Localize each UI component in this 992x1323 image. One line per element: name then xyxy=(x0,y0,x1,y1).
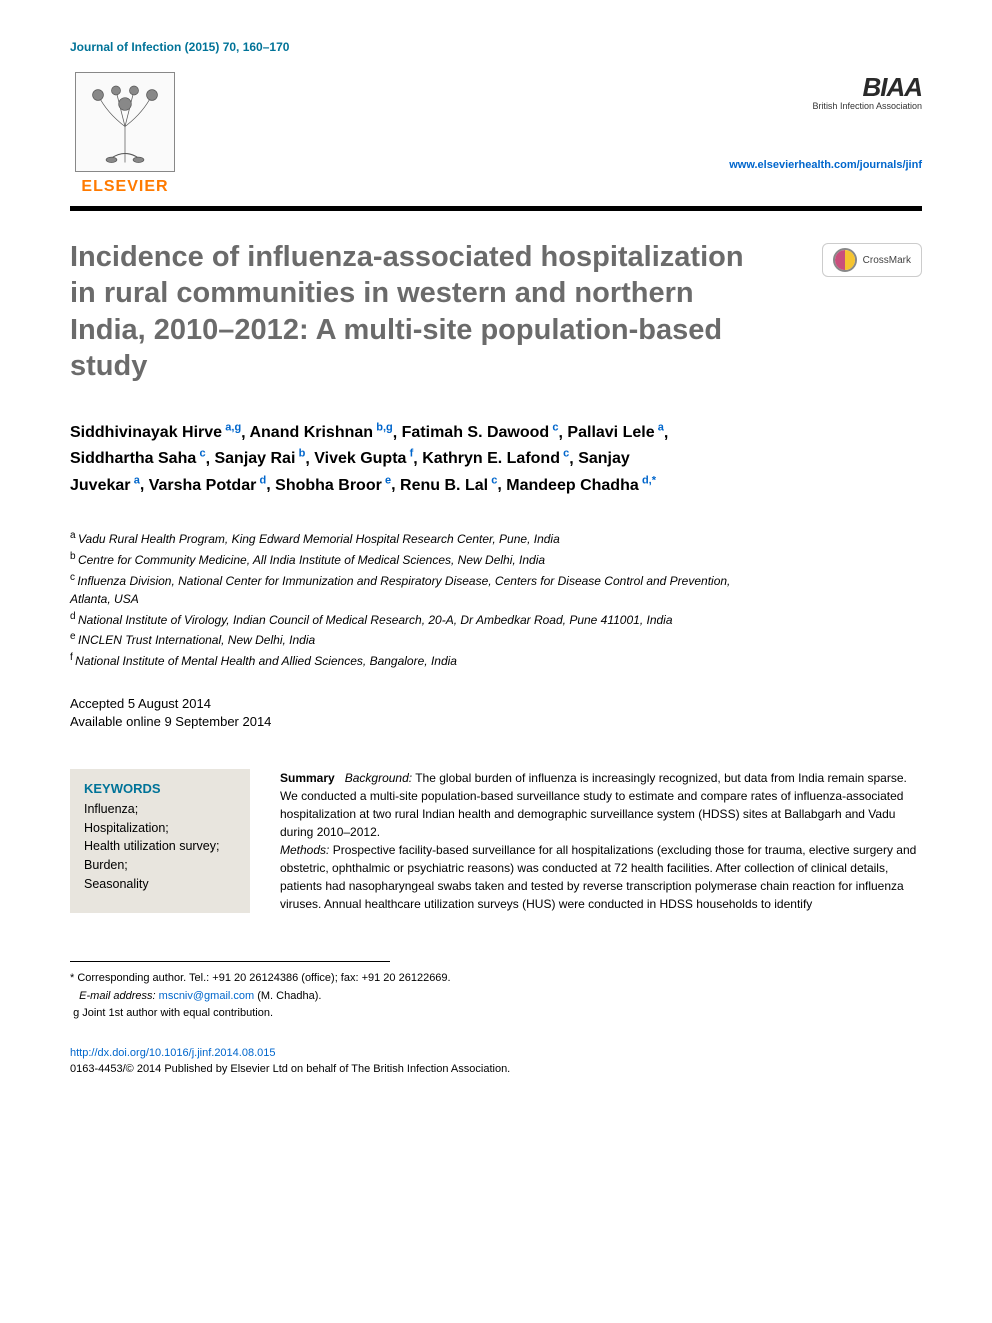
author: Varsha Potdar d xyxy=(149,477,267,494)
affiliation: f National Institute of Mental Health an… xyxy=(70,650,770,671)
affiliation: a Vadu Rural Health Program, King Edward… xyxy=(70,528,770,549)
elsevier-wordmark: ELSEVIER xyxy=(81,178,168,196)
copyright-line: 0163-4453/© 2014 Published by Elsevier L… xyxy=(70,1063,510,1075)
affiliation: c Influenza Division, National Center fo… xyxy=(70,570,770,609)
joint-author-note: g Joint 1st author with equal contributi… xyxy=(70,1005,922,1023)
author: Sanjay Rai b xyxy=(214,450,305,467)
association-block: BIAA British Infection Association www.e… xyxy=(729,72,922,171)
author: Siddhartha Saha c xyxy=(70,450,206,467)
author: Vivek Gupta f xyxy=(314,450,413,467)
article-title: Incidence of influenza-associated hospit… xyxy=(70,239,750,384)
keywords-list: Influenza;Hospitalization;Health utiliza… xyxy=(84,800,236,894)
authors-list: Siddhivinayak Hirve a,g, Anand Krishnan … xyxy=(70,420,690,498)
doi-block: http://dx.doi.org/10.1016/j.jinf.2014.08… xyxy=(70,1045,922,1078)
summary-label: Summary xyxy=(280,771,335,785)
bia-subtitle: British Infection Association xyxy=(812,101,922,111)
background-label: Background: xyxy=(345,771,412,785)
title-row: Incidence of influenza-associated hospit… xyxy=(70,239,922,384)
crossmark-icon xyxy=(833,248,857,272)
affiliations-list: a Vadu Rural Health Program, King Edward… xyxy=(70,528,770,670)
author: Kathryn E. Lafond c xyxy=(422,450,569,467)
summary-text: Summary Background: The global burden of… xyxy=(280,769,922,913)
affiliation: d National Institute of Virology, Indian… xyxy=(70,609,770,630)
crossmark-badge[interactable]: CrossMark xyxy=(822,243,922,277)
accepted-date: Accepted 5 August 2014 xyxy=(70,695,922,713)
online-date: Available online 9 September 2014 xyxy=(70,713,922,731)
corresponding-author: * Corresponding author. Tel.: +91 20 261… xyxy=(70,970,922,988)
methods-text: Prospective facility-based surveillance … xyxy=(280,843,916,911)
methods-label: Methods: xyxy=(280,843,329,857)
journal-citation: Journal of Infection (2015) 70, 160–170 xyxy=(70,40,922,54)
email-person: (M. Chadha). xyxy=(257,990,321,1002)
email-line: E-mail address: mscniv@gmail.com (M. Cha… xyxy=(70,988,922,1006)
affiliation: b Centre for Community Medicine, All Ind… xyxy=(70,549,770,570)
author: Renu B. Lal c xyxy=(400,477,497,494)
bia-logo: BIAA xyxy=(862,72,922,103)
author: Shobha Broor e xyxy=(275,477,391,494)
footnotes: * Corresponding author. Tel.: +91 20 261… xyxy=(70,970,922,1023)
elsevier-tree-icon xyxy=(75,72,175,172)
affiliation: e INCLEN Trust International, New Delhi,… xyxy=(70,629,770,650)
author: Mandeep Chadha d,* xyxy=(506,477,656,494)
crossmark-label: CrossMark xyxy=(863,255,911,266)
author: Pallavi Lele a xyxy=(567,424,664,441)
email-address[interactable]: mscniv@gmail.com xyxy=(159,990,255,1002)
keywords-heading: KEYWORDS xyxy=(84,781,236,796)
journal-url[interactable]: www.elsevierhealth.com/journals/jinf xyxy=(729,159,922,171)
abstract-row: KEYWORDS Influenza;Hospitalization;Healt… xyxy=(70,769,922,913)
author: Siddhivinayak Hirve a,g xyxy=(70,424,241,441)
author: Fatimah S. Dawood c xyxy=(402,424,559,441)
email-label: E-mail address: xyxy=(79,990,155,1002)
header-rule xyxy=(70,206,922,211)
footnote-rule xyxy=(70,961,390,962)
article-dates: Accepted 5 August 2014 Available online … xyxy=(70,695,922,731)
publisher-row: ELSEVIER BIAA British Infection Associat… xyxy=(70,72,922,196)
author: Anand Krishnan b,g xyxy=(249,424,392,441)
doi-link[interactable]: http://dx.doi.org/10.1016/j.jinf.2014.08… xyxy=(70,1047,276,1059)
elsevier-logo-block: ELSEVIER xyxy=(70,72,180,196)
keywords-box: KEYWORDS Influenza;Hospitalization;Healt… xyxy=(70,769,250,913)
